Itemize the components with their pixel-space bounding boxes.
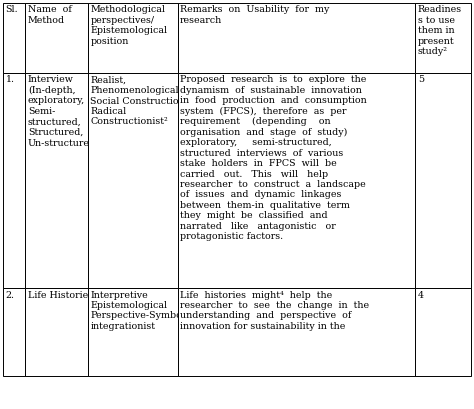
- Text: Interview
(In-depth,
exploratory,
Semi-
structured,
Structured,
Un-structured): Interview (In-depth, exploratory, Semi- …: [28, 76, 100, 147]
- Bar: [88, 73, 178, 288]
- Text: 5: 5: [418, 76, 424, 85]
- Text: Proposed  research  is  to  explore  the
dynamism  of  sustainable  innovation
i: Proposed research is to explore the dyna…: [180, 76, 367, 241]
- Bar: [415, 288, 471, 376]
- Bar: [26, 3, 88, 73]
- Text: Life Histories: Life Histories: [28, 290, 93, 299]
- Bar: [415, 3, 471, 73]
- Bar: [178, 73, 415, 288]
- Bar: [415, 73, 471, 288]
- Text: Interpretive
Epistemological
Perspective-Symbolic
integrationist: Interpretive Epistemological Perspective…: [90, 290, 193, 331]
- Bar: [178, 3, 415, 73]
- Text: Name  of
Method: Name of Method: [28, 5, 72, 25]
- Text: Methodological
perspectives/
Epistemological
position: Methodological perspectives/ Epistemolog…: [90, 5, 167, 46]
- Bar: [26, 73, 88, 288]
- Bar: [88, 288, 178, 376]
- Text: 4: 4: [418, 290, 424, 299]
- Text: Remarks  on  Usability  for  my
research: Remarks on Usability for my research: [180, 5, 329, 25]
- Bar: [3, 288, 26, 376]
- Text: Sl.: Sl.: [6, 5, 18, 14]
- Bar: [178, 288, 415, 376]
- Text: Readines
s to use
them in
present
study²: Readines s to use them in present study²: [418, 5, 462, 56]
- Text: Realist,
Phenomenological,
Social Constructionist,
Radical
Constructionist²: Realist, Phenomenological, Social Constr…: [90, 76, 200, 126]
- Bar: [3, 3, 26, 73]
- Text: Life  histories  might⁴  help  the
researcher  to  see  the  change  in  the
und: Life histories might⁴ help the researche…: [180, 290, 369, 331]
- Text: 2.: 2.: [6, 290, 15, 299]
- Bar: [3, 73, 26, 288]
- Bar: [26, 288, 88, 376]
- Text: 1.: 1.: [6, 76, 15, 85]
- Bar: [88, 3, 178, 73]
